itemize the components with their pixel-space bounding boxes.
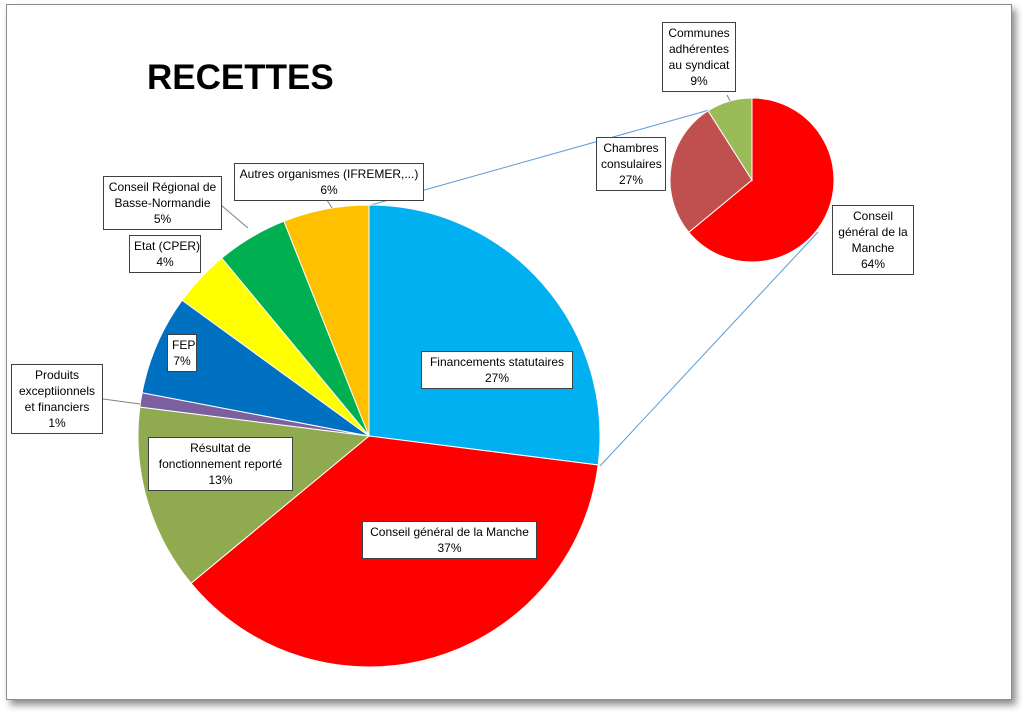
pie-slice-financements-statutaires [368,204,601,466]
label-resultat-reporte: Résultat de fonctionnement reporté 13% [148,437,293,491]
label-conseil-regional: Conseil Régional de Basse-Normandie 5% [103,176,222,230]
label-communes-adherentes: Communes adhérentes au syndicat 9% [662,22,736,92]
pie-slice-chambres-consulaires [669,110,753,233]
label-autres-organismes: Autres organismes (IFREMER,...) 6% [234,163,424,201]
pie-slice-conseil-general-de-la-manche [688,97,835,263]
leader-communes [726,94,731,102]
label-conseil-general-manche: Conseil général de la Manche 37% [362,521,537,559]
connector-line-top [370,97,753,206]
pie-slice-fep [141,299,370,437]
pie-slice-autres-organismes-ifremer [283,204,370,437]
label-financements-statutaires: Financements statutaires 27% [421,351,573,389]
label-conseil-general-small: Conseil général de la Manche 64% [832,205,914,275]
label-fep: FEP 7% [167,334,197,372]
leader-produits [102,398,141,405]
pie-connector-lines [370,97,819,467]
secondary-pie [669,97,835,263]
label-chambres-consulaires: Chambres consulaires 27% [596,137,666,191]
connector-line-bottom [599,231,819,467]
label-etat-cper: Etat (CPER) 4% [129,235,201,273]
main-pie [137,204,601,668]
pie-slice-communes-adherentes-au-syndicat [707,97,753,182]
chart-title: RECETTES [147,58,334,97]
label-produits-exceptionnels: Produits exceptiionnels et financiers 1% [11,364,103,434]
